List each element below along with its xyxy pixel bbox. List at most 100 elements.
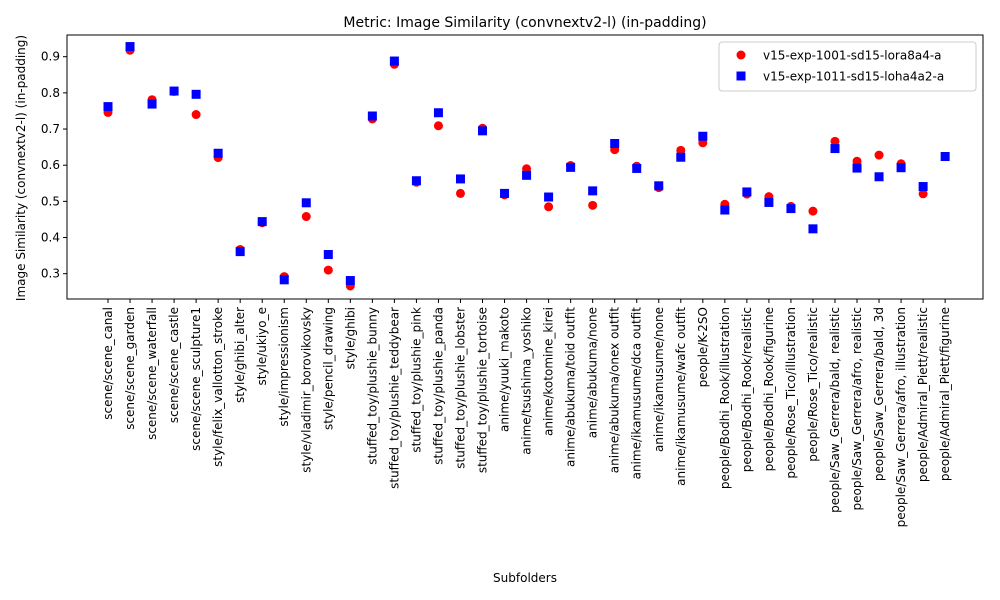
legend-marker-circle xyxy=(736,50,746,60)
chart-title: Metric: Image Similarity (convnextv2-l) … xyxy=(343,15,706,31)
series-2-point xyxy=(500,188,510,198)
x-tick-label: stuffed_toy/plushie_teddybear xyxy=(387,307,401,489)
x-tick-label: people/Bodhi_Rook/figurine xyxy=(762,307,776,471)
series-2-point xyxy=(455,174,465,184)
series-2-point xyxy=(830,144,840,154)
series-2-point xyxy=(808,224,818,234)
legend: v15-exp-1001-sd15-lora8a4-a v15-exp-1011-… xyxy=(718,41,977,92)
series-1-point xyxy=(918,189,928,199)
x-tick-label: anime/kotomine_kirei xyxy=(542,307,556,436)
x-tick-label: stuffed_toy/plushie_bunny xyxy=(365,307,379,465)
x-tick-label: people/Rose_Tico/realistic xyxy=(806,307,820,462)
x-tick-label: anime/yuuki_makoto xyxy=(498,307,512,432)
x-tick-label: style/vladimir_borovikovsky xyxy=(299,307,313,473)
series-2-point xyxy=(411,176,421,186)
x-axis: scene/scene_canal scene/scene_garden scene… xyxy=(101,299,952,527)
x-tick-label: anime/abukuma/onex outfit xyxy=(608,307,622,474)
series-2-point xyxy=(742,187,752,197)
series-2-point xyxy=(345,276,355,286)
x-tick-label: people/Bodhi_Rook/illustration xyxy=(718,307,732,489)
x-tick-label: people/Saw_Gerrera/afro, realistic xyxy=(850,307,864,510)
x-tick-label: scene/scene_sculpture1 xyxy=(189,307,203,451)
series-2-point xyxy=(874,172,884,182)
x-tick-label: people/Rose_Tico/illustration xyxy=(784,307,798,479)
series-2-point xyxy=(588,186,598,196)
series-2-point xyxy=(522,170,532,180)
x-tick-label: stuffed_toy/plushie_panda xyxy=(431,307,445,465)
series-1-point xyxy=(808,206,818,216)
plot-frame xyxy=(66,34,984,300)
series-2-point xyxy=(125,42,135,52)
series-2-point xyxy=(235,247,245,257)
x-tick-label: style/ukiyo_e xyxy=(255,307,269,386)
x-tick-label: scene/scene_castle xyxy=(167,307,181,423)
x-tick-label: people/Bodhi_Rook/realistic xyxy=(740,307,754,472)
series-2-point xyxy=(676,152,686,162)
x-tick-label: people/Saw_Gerrera/bald, 3d xyxy=(872,307,886,481)
x-tick-label: people/Saw_Gerrera/afro, illustration xyxy=(894,307,908,527)
series-2-point xyxy=(918,182,928,192)
y-tick-label: 0.3 xyxy=(41,267,60,281)
plot-area xyxy=(66,34,984,300)
series-1-point xyxy=(874,150,884,160)
x-tick-label: anime/tsushima_yoshiko xyxy=(520,307,534,455)
series-1-point xyxy=(323,265,333,275)
series-1-point xyxy=(191,110,201,120)
x-tick-label: style/pencil_drawing xyxy=(321,307,335,430)
series-2-point xyxy=(786,204,796,214)
series-2-point xyxy=(169,86,179,96)
x-tick-label: style/ghibi_alter xyxy=(233,307,247,403)
series-2-point xyxy=(478,126,488,136)
series-2-point xyxy=(103,102,113,112)
y-axis-label: Image Similarity (convnextv2-l) (in-padd… xyxy=(14,35,28,301)
series-2-point xyxy=(632,163,642,173)
x-tick-label: anime/abukuma/toid outfit xyxy=(564,307,578,467)
series-1-point xyxy=(455,188,465,198)
series-1-point xyxy=(830,136,840,146)
x-tick-label: anime/ikamusume/dca outfit xyxy=(630,307,644,480)
x-tick-label: stuffed_toy/plushie_tortoise xyxy=(476,307,490,473)
x-tick-label: stuffed_toy/plushie_lobster xyxy=(453,307,467,469)
x-tick-label: scene/scene_canal xyxy=(101,307,115,420)
data-markers xyxy=(103,42,950,291)
x-axis-label: Subfolders xyxy=(493,571,557,585)
y-tick-label: 0.8 xyxy=(41,86,60,100)
series-2-point xyxy=(213,148,223,158)
series-2-point xyxy=(367,111,377,121)
x-tick-label: style/felix_vallotton_stroke xyxy=(211,307,225,467)
series-2-point xyxy=(698,131,708,141)
y-tick-label: 0.5 xyxy=(41,194,60,208)
legend-box xyxy=(718,41,977,92)
series-1-point xyxy=(676,145,686,155)
series-2-point xyxy=(323,250,333,260)
x-tick-label: stuffed_toy/plushie_pink xyxy=(409,307,423,453)
series-2-point xyxy=(389,56,399,66)
x-tick-label: scene/scene_waterfall xyxy=(145,307,159,440)
legend-label: v15-exp-1011-sd15-loha4a2-a xyxy=(763,70,944,84)
x-tick-label: people/Admiral_Piett/realistic xyxy=(916,307,930,482)
x-tick-label: anime/ikamusume/none xyxy=(652,307,666,452)
series-2-point xyxy=(147,99,157,109)
x-tick-label: style/impressionism xyxy=(277,307,291,427)
x-tick-label: scene/scene_garden xyxy=(123,307,137,430)
series-2-point xyxy=(566,162,576,172)
series-2-point xyxy=(852,163,862,173)
series-2-point xyxy=(191,89,201,99)
x-tick-label: people/Saw_Gerrera/bald, realistic xyxy=(828,307,842,513)
y-tick-label: 0.7 xyxy=(41,122,60,136)
series-2-point xyxy=(720,205,730,215)
series-2-point xyxy=(940,152,950,162)
x-tick-label: style/ghibi xyxy=(343,307,357,369)
series-1-point xyxy=(433,121,443,131)
y-tick-label: 0.6 xyxy=(41,158,60,172)
series-2-point xyxy=(257,217,267,227)
series-1-point xyxy=(852,156,862,166)
y-tick-label: 0.4 xyxy=(41,231,60,245)
series-2-point xyxy=(654,181,664,191)
series-1-point xyxy=(301,212,311,222)
legend-marker-square xyxy=(736,71,746,81)
series-1-point xyxy=(544,202,554,212)
series-2-point xyxy=(764,197,774,207)
x-tick-label: people/K-2SO xyxy=(696,307,710,387)
